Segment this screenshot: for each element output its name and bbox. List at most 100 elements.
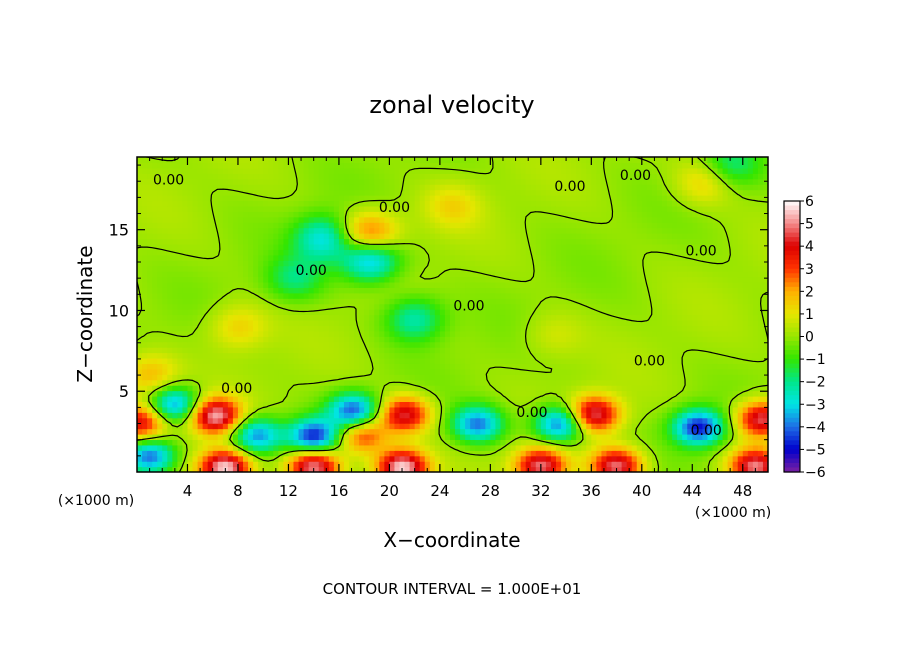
heatmap-cell	[606, 352, 613, 359]
heatmap-cell	[626, 298, 633, 305]
heatmap-cell	[732, 374, 739, 381]
heatmap-cell	[550, 260, 557, 267]
heatmap-cell	[333, 309, 340, 316]
heatmap-cell	[727, 287, 734, 294]
heatmap-cell	[667, 281, 673, 288]
heatmap-cell	[429, 281, 436, 288]
heatmap-cell	[475, 336, 481, 343]
heatmap-cell	[217, 385, 224, 392]
heatmap-cell	[217, 352, 224, 359]
heatmap-cell	[142, 357, 148, 364]
heatmap-cell	[374, 428, 380, 435]
heatmap-cell	[752, 325, 759, 332]
heatmap-cell	[757, 379, 764, 386]
heatmap-cell	[137, 390, 143, 397]
heatmap-cell	[258, 385, 264, 392]
heatmap-cell	[475, 428, 481, 435]
heatmap-cell	[374, 314, 380, 321]
heatmap-cell	[434, 379, 441, 386]
heatmap-cell	[404, 319, 411, 326]
heatmap-cell	[525, 271, 532, 278]
heatmap-cell	[419, 374, 426, 381]
heatmap-cell	[263, 401, 269, 408]
heatmap-cell	[712, 309, 719, 316]
heatmap-cell	[338, 314, 345, 321]
heatmap-cell	[566, 265, 572, 272]
heatmap-cell	[667, 417, 673, 424]
heatmap-cell	[354, 336, 360, 343]
heatmap-cell	[182, 298, 189, 305]
heatmap-cell	[525, 330, 532, 337]
heatmap-cell	[566, 276, 572, 283]
heatmap-cell	[465, 330, 471, 337]
heatmap-cell	[480, 347, 486, 354]
heatmap-cell	[192, 395, 199, 402]
heatmap-cell	[636, 325, 643, 332]
heatmap-cell	[606, 401, 613, 408]
heatmap-cell	[409, 363, 416, 370]
heatmap-cell	[631, 374, 638, 381]
heatmap-cell	[232, 450, 239, 457]
heatmap-cell	[626, 423, 633, 430]
heatmap-cell	[323, 287, 330, 294]
heatmap-cell	[692, 330, 698, 337]
heatmap-cell	[631, 379, 638, 386]
heatmap-cell	[439, 254, 446, 261]
heatmap-cell	[641, 309, 648, 316]
heatmap-cell	[293, 439, 300, 446]
heatmap-cell	[646, 412, 653, 419]
heatmap-cell	[137, 298, 143, 305]
heatmap-cell	[374, 303, 380, 310]
heatmap-cell	[137, 466, 143, 472]
heatmap-cell	[692, 325, 698, 332]
heatmap-cell	[278, 265, 284, 272]
heatmap-cell	[621, 450, 628, 457]
heatmap-cell	[429, 406, 436, 413]
heatmap-cell	[313, 363, 320, 370]
heatmap-cell	[434, 368, 441, 375]
heatmap-cell	[601, 385, 608, 392]
heatmap-cell	[399, 298, 406, 305]
heatmap-cell	[157, 379, 163, 386]
heatmap-cell	[237, 254, 244, 261]
heatmap-cell	[566, 298, 572, 305]
heatmap-cell	[328, 428, 335, 435]
heatmap-cell	[273, 325, 279, 332]
heatmap-cell	[727, 352, 734, 359]
heatmap-cell	[283, 390, 290, 397]
heatmap-cell	[207, 439, 214, 446]
heatmap-cell	[268, 368, 274, 375]
heatmap-cell	[232, 428, 239, 435]
heatmap-cell	[217, 406, 224, 413]
heatmap-cell	[520, 271, 527, 278]
heatmap-cell	[444, 347, 451, 354]
heatmap-cell	[384, 401, 390, 408]
heatmap-cell	[636, 461, 643, 468]
heatmap-cell	[278, 379, 284, 386]
heatmap-cell	[762, 347, 768, 354]
heatmap-cell	[182, 330, 189, 337]
heatmap-cell	[394, 330, 401, 337]
heatmap-cell	[722, 287, 729, 294]
heatmap-cell	[177, 412, 184, 419]
heatmap-cell	[197, 276, 204, 283]
heatmap-cell	[323, 417, 330, 424]
heatmap-cell	[490, 303, 497, 310]
heatmap-cell	[611, 303, 618, 310]
heatmap-cell	[495, 390, 502, 397]
heatmap-cell	[182, 325, 189, 332]
heatmap-cell	[399, 363, 406, 370]
heatmap-cell	[147, 385, 153, 392]
heatmap-cell	[157, 298, 163, 305]
heatmap-cell	[661, 260, 668, 267]
heatmap-cell	[525, 461, 532, 468]
heatmap-cell	[651, 412, 658, 419]
heatmap-cell	[424, 303, 431, 310]
heatmap-cell	[727, 450, 734, 457]
heatmap-cell	[429, 352, 436, 359]
heatmap-cell	[293, 347, 300, 354]
heatmap-cell	[298, 461, 305, 468]
heatmap-cell	[384, 444, 390, 451]
heatmap-cell	[616, 401, 623, 408]
heatmap-cell	[455, 325, 461, 332]
